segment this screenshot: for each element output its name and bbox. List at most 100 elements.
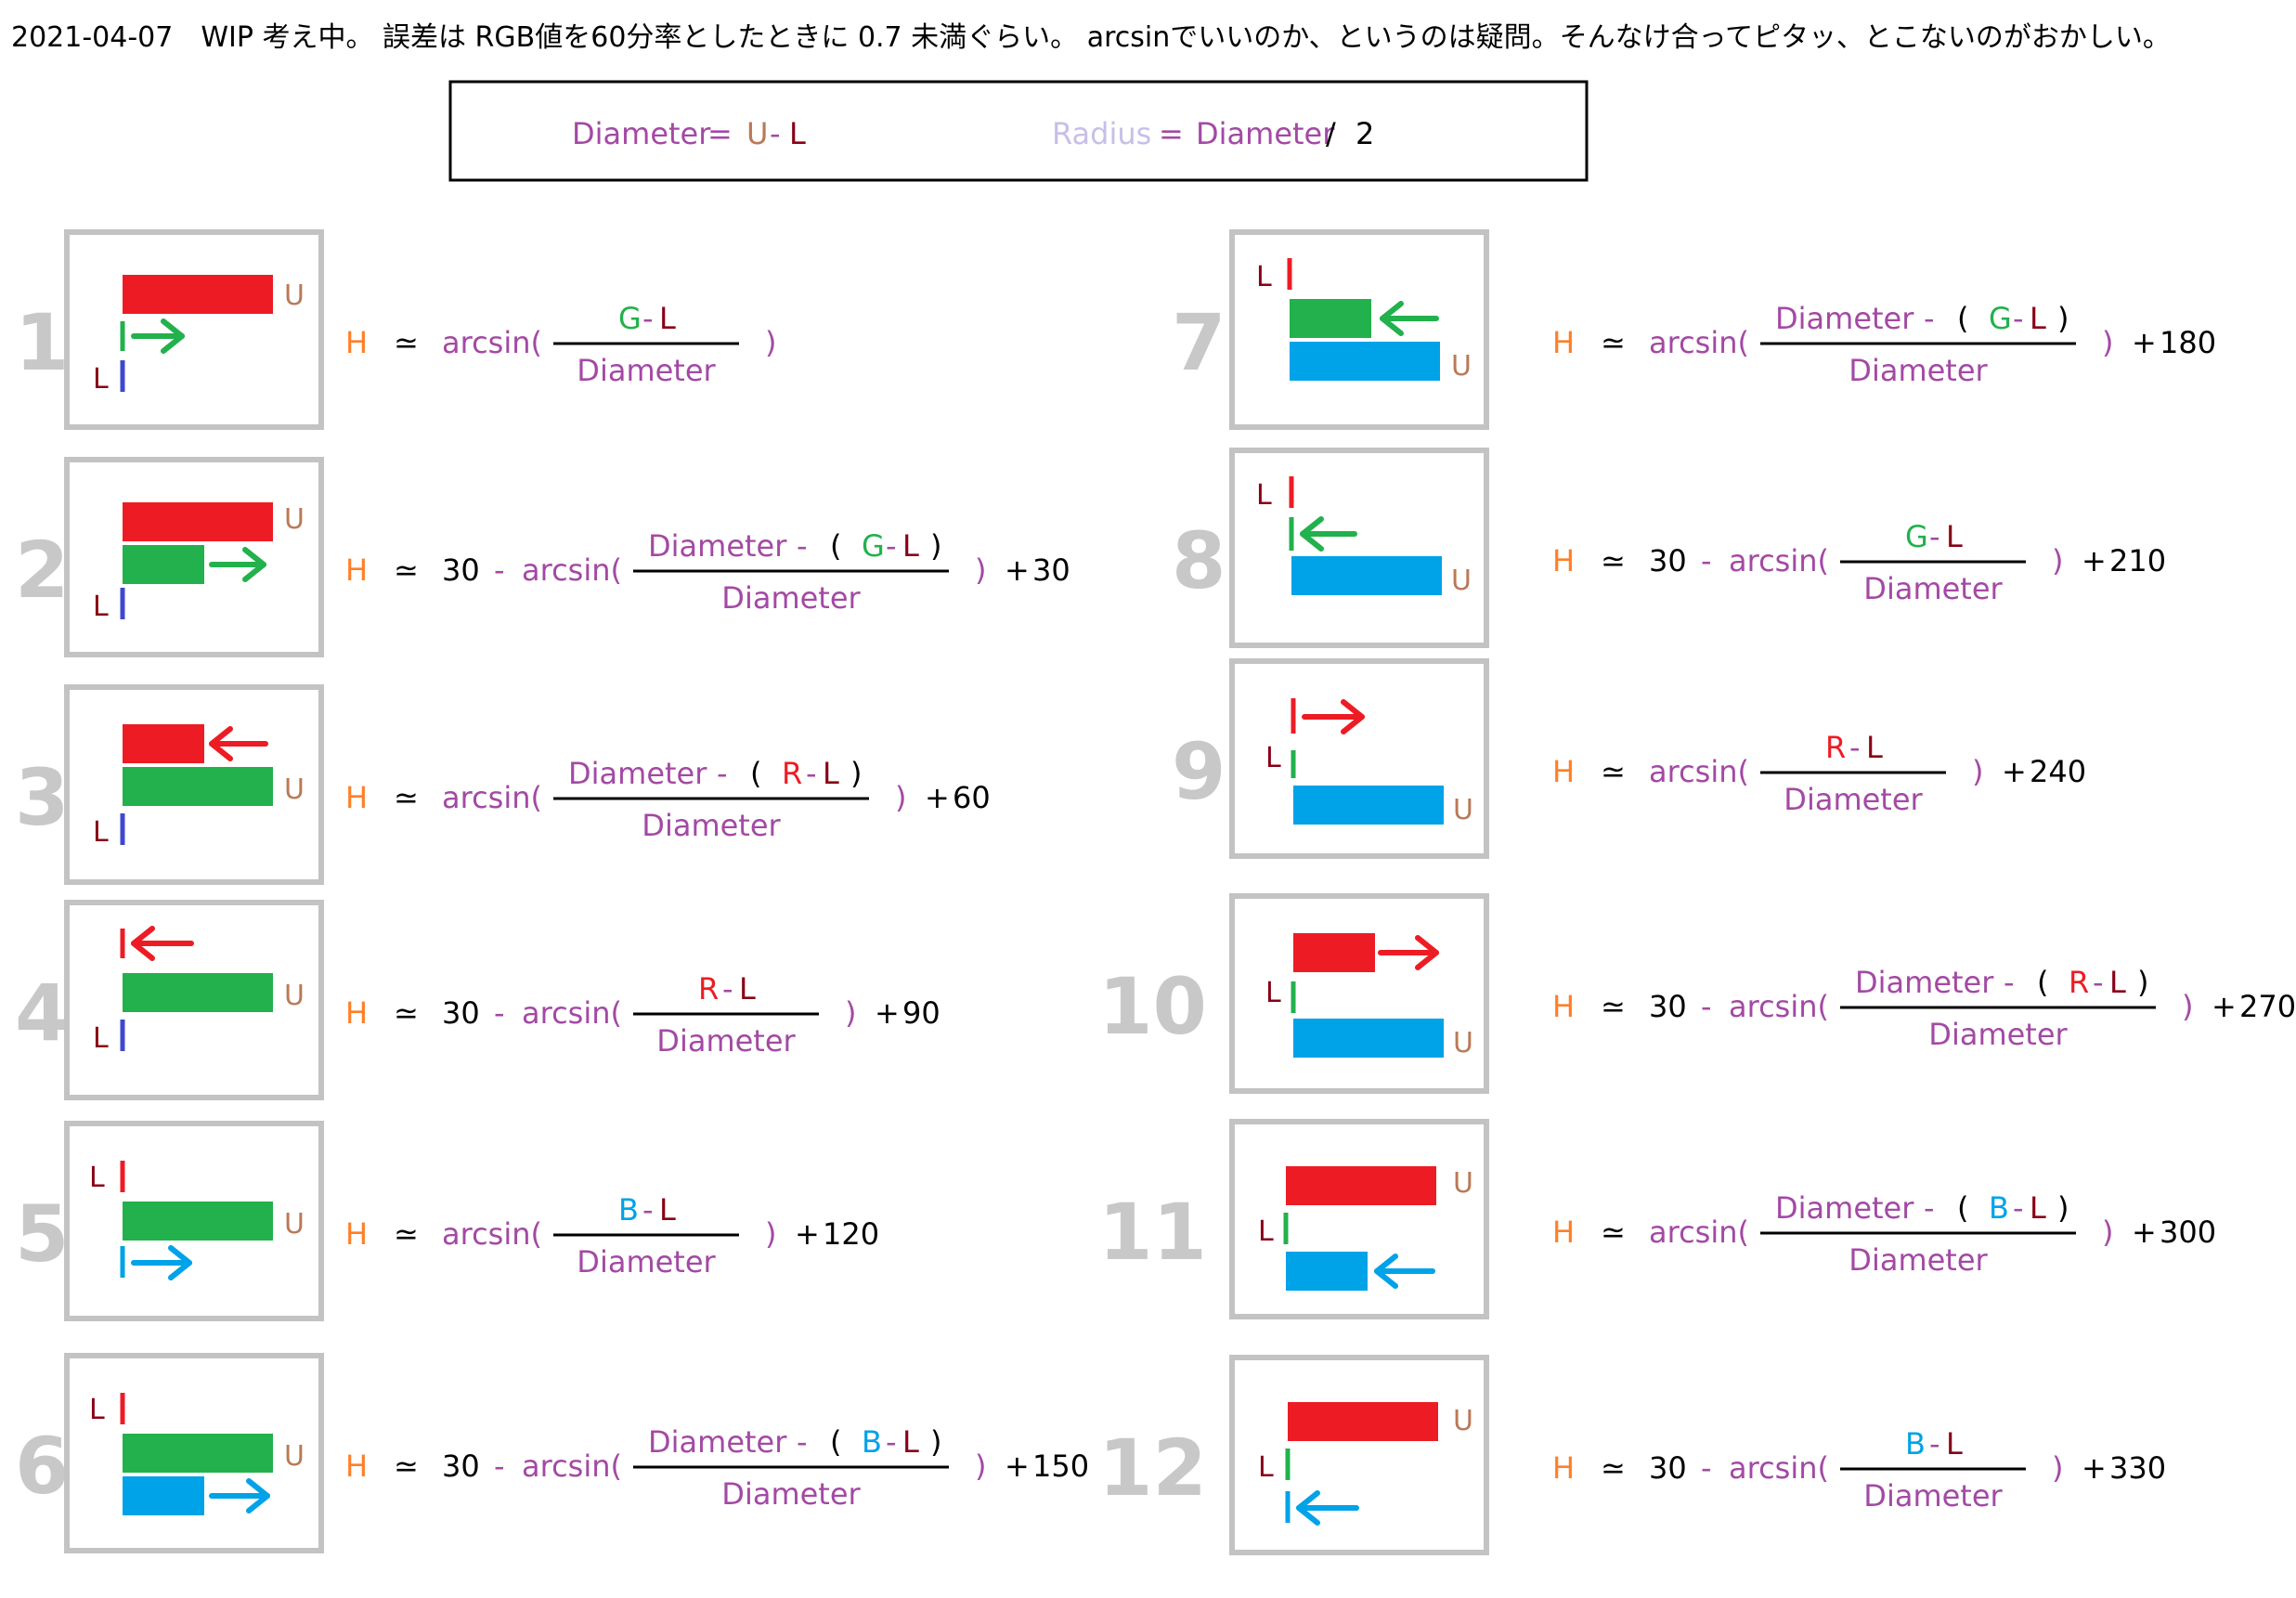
fraction-denominator: Diameter	[642, 808, 781, 843]
fraction-denominator: Diameter	[656, 1023, 796, 1059]
formula-approx: ≃	[1601, 754, 1626, 789]
panel-3: 3 ULH ≃ arcsin(Diameter -(R - L)Diameter) +60	[15, 684, 991, 885]
numerator-var: R	[698, 971, 719, 1007]
thumbnail-bars: UL	[89, 1161, 305, 1280]
formula-arcsin: arcsin(	[442, 325, 542, 360]
fraction-denominator: Diameter	[577, 353, 716, 388]
fraction-numerator: Diameter -(B - L)	[1775, 1190, 2069, 1226]
formula-minus: -	[494, 995, 505, 1031]
red-bar	[1286, 1166, 1436, 1205]
thumb-u-label: U	[284, 279, 305, 312]
numerator-minus: -	[1924, 301, 1935, 336]
thumb-u-label: U	[1451, 350, 1472, 383]
formula-h: H	[345, 552, 368, 588]
formula-h: H	[345, 325, 368, 360]
thumb-l-label: L	[1258, 1451, 1274, 1484]
def-diameter-word: Diameter	[572, 116, 711, 151]
red-bar	[1288, 1402, 1438, 1441]
formula-close-paren: )	[1972, 754, 1983, 789]
formula-offset: 270	[2239, 989, 2296, 1024]
fraction-denominator: Diameter	[1848, 1242, 1988, 1278]
numerator-minus: -	[1924, 1190, 1935, 1226]
formula-offset: 210	[2109, 543, 2166, 578]
numerator-l: L	[1946, 519, 1963, 554]
numerator-minus: -	[717, 756, 728, 791]
def-two: 2	[1356, 116, 1374, 151]
numerator-var: R	[1825, 730, 1846, 765]
formula-arcsin: arcsin(	[1649, 325, 1749, 360]
thumbnail-bars: UL	[93, 724, 305, 849]
red-left-arrow	[209, 726, 268, 761]
formula-close-paren: )	[2052, 1450, 2063, 1486]
fraction-numerator: Diameter -(B - L)	[648, 1424, 941, 1460]
numerator-inner-minus: -	[886, 528, 897, 564]
numerator-var: G	[862, 528, 885, 564]
numerator-inner-minus: -	[2013, 301, 2024, 336]
definitions-frame	[448, 80, 1589, 182]
formula-plus: +	[2132, 325, 2157, 360]
formula-plus: +	[925, 780, 950, 815]
formula-plus: +	[2082, 543, 2107, 578]
thumb-u-label: U	[1453, 1167, 1473, 1200]
formula-arcsin: arcsin(	[522, 552, 622, 588]
formula-h: H	[345, 1216, 368, 1252]
formula-minus: -	[494, 552, 505, 588]
numerator-l: L	[659, 1192, 676, 1228]
numerator-diameter: Diameter	[568, 756, 707, 791]
red-right-arrow-head	[1415, 935, 1439, 970]
numerator-inner-minus: -	[2093, 965, 2104, 1000]
numerator-minus: -	[642, 301, 654, 336]
green-right-arrow-head	[242, 547, 266, 582]
thumb-l-label: L	[93, 591, 109, 623]
fraction-denominator: Diameter	[1863, 1478, 2003, 1514]
numerator-var: B	[1905, 1426, 1926, 1462]
panel-number: 9	[1172, 726, 1226, 817]
def-l: L	[789, 116, 806, 151]
formula: H ≃ arcsin(Diameter -(G - L)Diameter) +180	[1552, 301, 2216, 388]
thumbnail-bars: UL	[1265, 698, 1473, 826]
green-bar	[123, 545, 204, 584]
thumb-l-label: L	[1256, 479, 1272, 512]
formula: H ≃ arcsin(G - L Diameter)	[345, 301, 776, 388]
formula-close-paren: )	[895, 780, 906, 815]
formula-approx: ≃	[1601, 325, 1626, 360]
formula-approx: ≃	[1601, 1450, 1626, 1486]
blue-right-arrow-head	[246, 1478, 270, 1514]
formula-approx: ≃	[1601, 989, 1626, 1024]
formula-arcsin: arcsin(	[442, 780, 542, 815]
formula-thirty: 30	[1649, 989, 1687, 1024]
formula-minus: -	[1701, 543, 1712, 578]
formula-plus: +	[1005, 1449, 1030, 1484]
panel-number: 11	[1098, 1187, 1207, 1278]
formula-h: H	[1552, 989, 1575, 1024]
formula-close-paren: )	[765, 325, 776, 360]
thumb-u-label: U	[284, 503, 305, 536]
numerator-l: L	[2109, 965, 2126, 1000]
panel-number: 1	[15, 297, 69, 388]
formula-plus: +	[795, 1216, 820, 1252]
formula-approx: ≃	[394, 780, 419, 815]
formula-arcsin: arcsin(	[522, 995, 622, 1031]
numerator-diameter: Diameter	[1775, 301, 1914, 336]
formula-approx: ≃	[394, 1449, 419, 1484]
numerator-close-paren: )	[2057, 1190, 2069, 1226]
numerator-var: G	[1989, 301, 2012, 336]
formula-offset: 120	[823, 1216, 879, 1252]
blue-right-arrow	[131, 1245, 192, 1280]
formula-offset: 60	[953, 780, 991, 815]
numerator-var: B	[618, 1192, 639, 1228]
formula-arcsin: arcsin(	[522, 1449, 622, 1484]
blue-left-arrow	[1296, 1490, 1359, 1526]
thumb-l-label: L	[1258, 1215, 1274, 1248]
formula-minus: -	[494, 1449, 505, 1484]
formula-close-paren: )	[2102, 325, 2113, 360]
def-u: U	[746, 116, 768, 151]
panel-number: 2	[15, 525, 69, 616]
thumbnail-frame	[1229, 893, 1489, 1094]
fraction-denominator: Diameter	[1928, 1017, 2068, 1052]
